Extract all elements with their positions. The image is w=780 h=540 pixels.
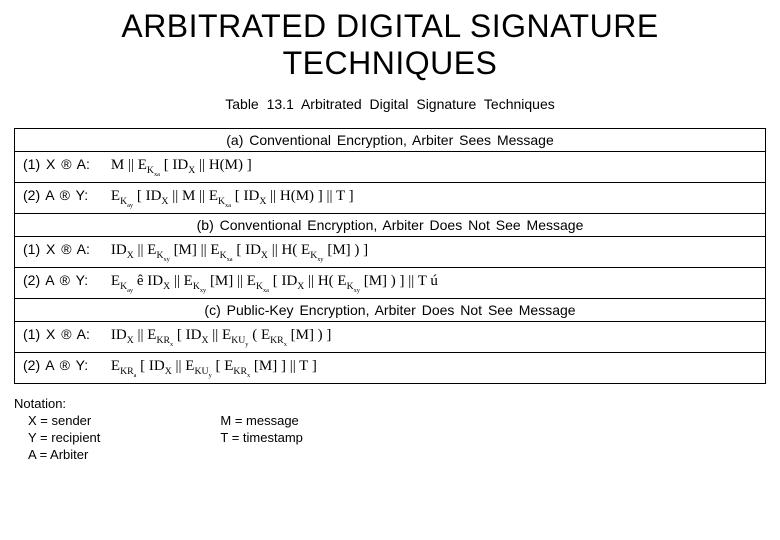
notation-item: M = message bbox=[220, 413, 302, 430]
notation-item: T = timestamp bbox=[220, 430, 302, 447]
notation-item: X = sender bbox=[28, 413, 100, 430]
step-label-c2: (2) A ® Y: bbox=[23, 357, 107, 373]
notation-col1: X = sender Y = recipient A = Arbiter bbox=[28, 413, 100, 464]
step-label-a2: (2) A ® Y: bbox=[23, 187, 107, 203]
notation-title: Notation: bbox=[14, 396, 766, 413]
formula-c1: IDX || EKRx [ IDX || EKUy ( EKRx [M] ) ] bbox=[111, 327, 332, 343]
section-b-header: (b) Conventional Encryption, Arbiter Doe… bbox=[15, 214, 766, 237]
formula-c2: EKRa [ IDX || EKUy [ EKRx [M] ] || T ] bbox=[111, 358, 317, 374]
table-row: (2) A ® Y: EKay ê IDX || EKxy [M] || EKx… bbox=[15, 268, 766, 299]
table-row: (1) X ® A: IDX || EKxy [M] || EKxa [ IDX… bbox=[15, 237, 766, 268]
formula-b2: EKay ê IDX || EKxy [M] || EKxa [ IDX || … bbox=[111, 273, 438, 289]
formula-b1: IDX || EKxy [M] || EKxa [ IDX || H( EKxy… bbox=[111, 242, 368, 258]
table-row: (1) X ® A: M || EKxa [ IDX || H(M) ] bbox=[15, 152, 766, 183]
notation-block: Notation: X = sender Y = recipient A = A… bbox=[14, 396, 766, 464]
section-c-header: (c) Public-Key Encryption, Arbiter Does … bbox=[15, 299, 766, 322]
step-label-b1: (1) X ® A: bbox=[23, 241, 107, 257]
notation-item: Y = recipient bbox=[28, 430, 100, 447]
table-row: (2) A ® Y: EKRa [ IDX || EKUy [ EKRx [M]… bbox=[15, 353, 766, 384]
table-caption: Table 13.1 Arbitrated Digital Signature … bbox=[14, 96, 766, 112]
step-label-c1: (1) X ® A: bbox=[23, 326, 107, 342]
section-a-header: (a) Conventional Encryption, Arbiter See… bbox=[15, 129, 766, 152]
formula-a1: M || EKxa [ IDX || H(M) ] bbox=[111, 157, 252, 173]
step-label-b2: (2) A ® Y: bbox=[23, 272, 107, 288]
table-row: (2) A ® Y: EKay [ IDX || M || EKxa [ IDX… bbox=[15, 183, 766, 214]
notation-item: A = Arbiter bbox=[28, 447, 100, 464]
formula-a2: EKay [ IDX || M || EKxa [ IDX || H(M) ] … bbox=[111, 188, 354, 204]
step-label-a1: (1) X ® A: bbox=[23, 156, 107, 172]
notation-col2: M = message T = timestamp bbox=[220, 413, 302, 464]
signature-table: (a) Conventional Encryption, Arbiter See… bbox=[14, 128, 766, 384]
table-row: (1) X ® A: IDX || EKRx [ IDX || EKUy ( E… bbox=[15, 322, 766, 353]
page-title: ARBITRATED DIGITAL SIGNATURE TECHNIQUES bbox=[14, 8, 766, 82]
